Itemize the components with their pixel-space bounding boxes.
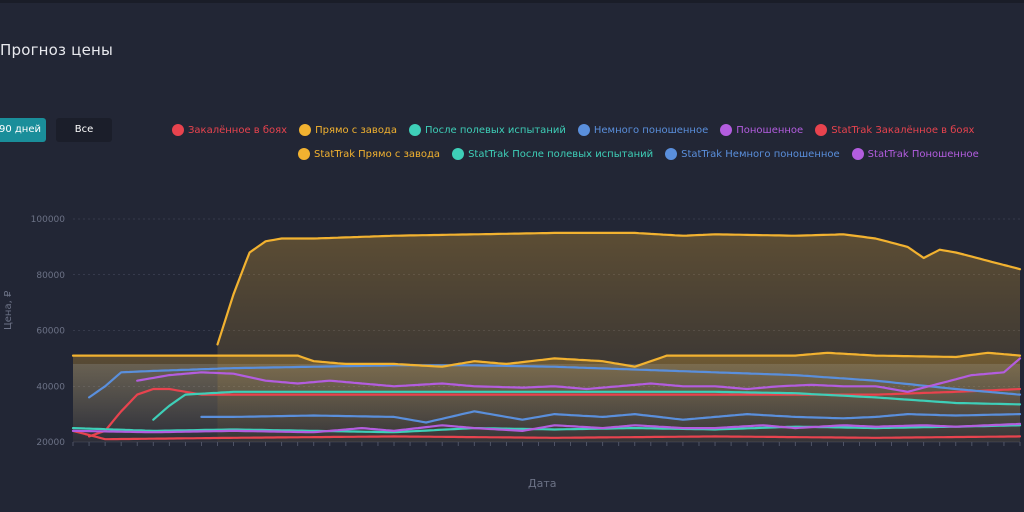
legend-item-1[interactable]: Закалённое в боях [172,124,287,136]
legend-dot-icon [408,124,421,136]
legend-item-9[interactable]: StatTrak Немного поношенное [665,148,840,160]
range-90-days-button[interactable]: 90 дней [0,118,46,142]
legend-dot-icon [452,148,465,160]
legend-item-7[interactable]: StatTrak Прямо с завода [298,148,440,160]
series-line[interactable] [71,424,1022,434]
legend-dot-icon [298,148,310,160]
series-line[interactable] [152,390,1022,421]
legend-label: Поношенное [736,124,804,136]
series-line[interactable] [136,357,1022,393]
legend-dot-icon [299,124,312,136]
legend-item-10[interactable]: StatTrak Поношенное [851,148,979,160]
series-line[interactable] [200,410,1022,424]
range-all-button[interactable]: Все [56,118,112,142]
legend-dot-icon [720,124,733,136]
legend-item-4[interactable]: Немного поношенное [577,124,709,136]
legend-label: StatTrak После полевых испытаний [468,148,654,160]
legend-label: StatTrak Прямо с завода [314,148,441,160]
x-axis-label: Дата [528,477,557,490]
legend-row-2: StatTrak Прямо с завода StatTrak После п… [298,148,991,160]
legend-label: StatTrak Закалённое в боях [831,124,975,136]
y-tick-label: 100000 [31,215,66,225]
series-line[interactable] [71,422,1022,434]
legend-row-1: Закалённое в боях Прямо с завода После п… [172,124,986,136]
series-line[interactable] [88,364,1022,399]
series-line[interactable] [216,231,1022,346]
series-line[interactable] [71,351,1022,368]
series-line[interactable] [71,429,1022,441]
legend-item-2[interactable]: Прямо с завода [299,124,397,136]
legend-label: Немного поношенное [593,124,709,136]
legend-item-6[interactable]: StatTrak Закалённое в боях [815,124,974,136]
legend-dot-icon [815,124,828,136]
legend-dot-icon [577,124,590,136]
legend-dot-icon [665,148,678,160]
series-line[interactable] [88,387,1022,438]
top-strip [0,0,1024,3]
y-tick-label: 60000 [36,327,65,337]
legend-item-3[interactable]: После полевых испытаний [408,124,566,136]
legend-item-8[interactable]: StatTrak После полевых испытаний [452,148,653,160]
y-tick-label: 40000 [36,382,65,392]
y-tick-label: 20000 [36,438,65,448]
legend-label: StatTrak Немного поношенное [681,148,840,160]
legend-dot-icon [172,124,184,136]
legend-label: StatTrak Поношенное [867,148,979,160]
y-tick-label: 80000 [36,271,65,281]
legend-item-5[interactable]: Поношенное [720,124,803,136]
legend-label: Закалённое в боях [188,124,288,136]
legend-label: Прямо с завода [315,124,397,136]
page-title: Прогноз цены [0,41,114,59]
legend-label: После полевых испытаний [424,124,566,136]
legend-dot-icon [851,148,864,160]
